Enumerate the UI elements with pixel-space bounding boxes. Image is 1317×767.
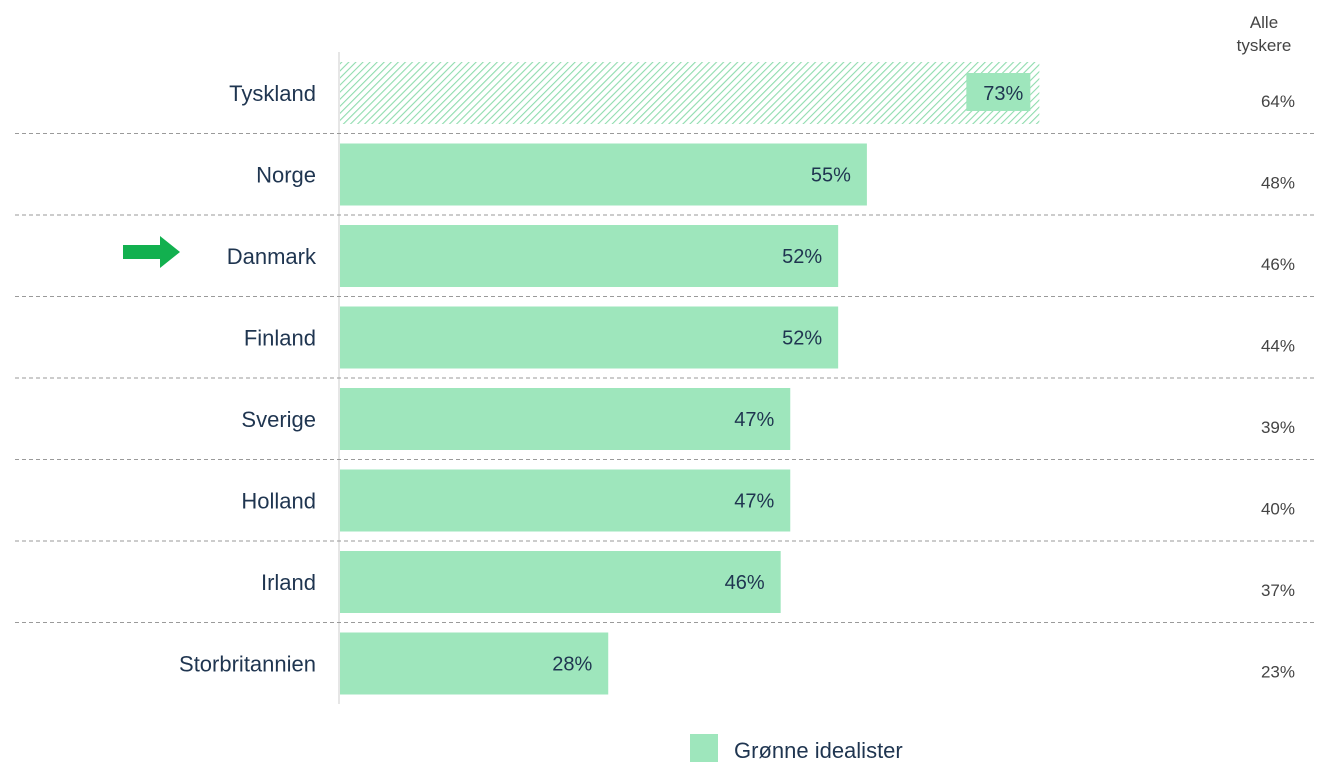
legend-label: Grønne idealister [734,738,903,762]
category-label: Finland [244,326,316,351]
category-label: Norge [256,163,316,188]
side-column-header-line2: tyskere [1237,36,1292,55]
bar-sverige [340,388,791,450]
category-label: Storbritannien [179,652,316,677]
bar-storbritannien [340,632,609,695]
side-column-value: 23% [1261,663,1295,682]
category-label: Sverige [241,407,316,432]
bar-value-label: 52% [782,328,822,350]
bar-holland [340,469,791,532]
side-column-value: 39% [1261,418,1295,437]
bar-value-label: 46% [725,572,765,594]
side-column-value: 37% [1261,581,1295,600]
bar-value-label: 47% [734,409,774,431]
side-column-value: 64% [1261,92,1295,111]
bar-danmark [340,225,839,287]
bar-finland [340,306,839,369]
bar-value-label: 52% [782,246,822,268]
bar-tyskland [340,62,1040,124]
bar-value-label: 47% [734,491,774,513]
category-label: Irland [261,570,316,595]
bar-label-background [966,73,1031,111]
bar-value-label: 28% [552,654,592,676]
highlight-arrow-icon [123,236,180,268]
side-column-value: 44% [1261,337,1295,356]
category-label: Holland [241,489,316,514]
side-column-value: 48% [1261,174,1295,193]
category-label: Danmark [227,244,317,269]
category-label: Tyskland [229,81,316,106]
legend-swatch [690,734,718,762]
bar-irland [340,551,781,613]
side-column-header-line1: Alle [1250,13,1278,32]
side-column-value: 40% [1261,500,1295,519]
bar-norge [340,143,867,206]
side-column-value: 46% [1261,255,1295,274]
bar-value-label: 55% [811,165,851,187]
bar-value-label: 73% [983,83,1023,105]
